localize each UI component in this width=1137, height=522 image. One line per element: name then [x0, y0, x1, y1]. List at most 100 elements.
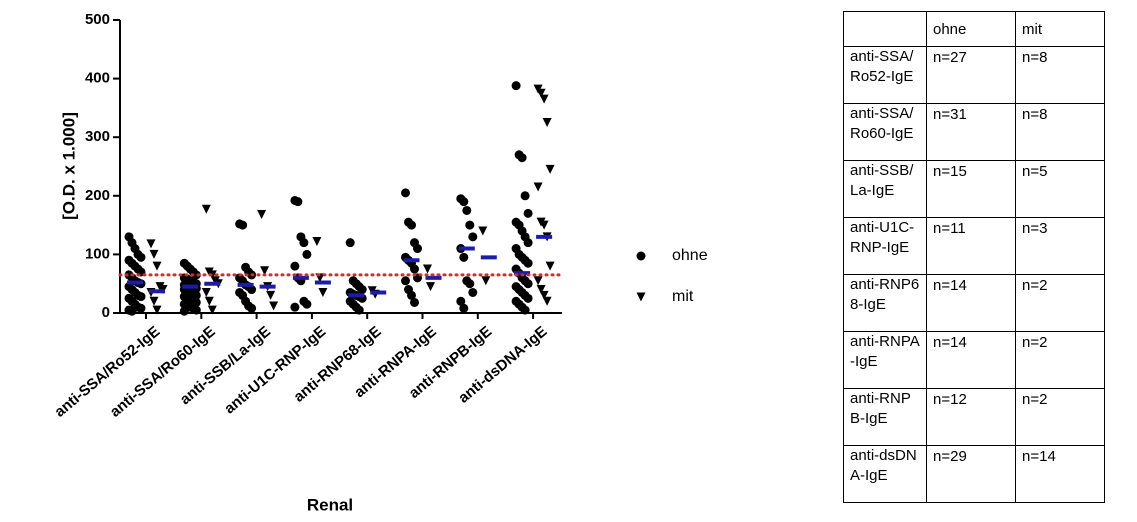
table-cell: mit [1015, 11, 1105, 47]
point [465, 220, 475, 230]
point [302, 249, 312, 259]
point [191, 305, 201, 315]
point [357, 285, 367, 295]
point [149, 249, 159, 259]
table-cell: n=15 [926, 160, 1016, 218]
point [545, 164, 555, 174]
point [152, 261, 162, 271]
table-cell: anti-RNPB-IgE [843, 388, 927, 446]
point [179, 306, 189, 316]
table-cell: n=27 [926, 46, 1016, 104]
table-cell: n=2 [1015, 331, 1105, 389]
table-cell: n=2 [1015, 388, 1105, 446]
point [407, 290, 416, 300]
table-row: anti-RNPA-IgE n=14 n=2 [843, 331, 1105, 389]
point [456, 296, 466, 306]
point [136, 303, 146, 313]
table-cell: anti-dsDNA-IgE [843, 445, 927, 503]
point [465, 279, 475, 289]
y-axis-label: [O.D. x 1.000] [59, 112, 78, 220]
table-cell: anti-SSA/Ro52-IgE [843, 46, 927, 104]
point [539, 94, 549, 104]
table-cell: n=8 [1015, 103, 1105, 161]
point [423, 264, 432, 274]
table-row: anti-dsDNA-IgE n=29 n=14 [843, 445, 1105, 503]
point [523, 293, 533, 303]
point [410, 264, 419, 274]
point [318, 287, 328, 297]
table-cell: anti-RNPA-IgE [843, 331, 927, 389]
x-tick-label: anti-SSA/Ro60-IgE [107, 323, 219, 421]
legend-label: ohne [672, 247, 708, 264]
point [523, 238, 533, 248]
point [536, 88, 546, 98]
point [523, 258, 533, 268]
point [459, 252, 469, 262]
table-cell: n=12 [926, 388, 1016, 446]
point [201, 204, 211, 214]
table-row: anti-SSA/Ro52-IgE n=27 n=8 [843, 46, 1105, 104]
table-cell: n=2 [1015, 274, 1105, 332]
point [523, 279, 533, 289]
point [312, 237, 322, 247]
table-row: anti-U1C-RNP-IgE n=11 n=3 [843, 217, 1105, 275]
x-axis-label: Renal [307, 495, 353, 514]
table-row: anti-SSA/Ro60-IgE n=31 n=8 [843, 103, 1105, 161]
table-cell: anti-SSB/La-IgE [843, 160, 927, 218]
table-cell: n=3 [1015, 217, 1105, 275]
table-cell: n=11 [926, 217, 1016, 275]
point [201, 287, 211, 297]
point [152, 305, 162, 315]
point [260, 266, 270, 276]
y-tick-label: 400 [85, 70, 110, 87]
table-cell: ohne [926, 11, 1016, 47]
point [136, 292, 146, 302]
y-tick-label: 300 [85, 128, 110, 145]
point [523, 208, 533, 218]
point [462, 205, 472, 215]
legend-marker [636, 251, 646, 261]
point [542, 118, 552, 128]
point [302, 299, 312, 309]
point [266, 290, 276, 300]
point [269, 301, 279, 311]
point [354, 305, 364, 315]
x-tick-label: anti-U1C-RNP-IgE [221, 323, 329, 417]
table-cell: n=5 [1015, 160, 1105, 218]
point [293, 197, 303, 207]
point [536, 285, 546, 295]
point [290, 302, 300, 312]
point [459, 197, 469, 207]
point [468, 232, 478, 242]
table-cell [843, 11, 927, 47]
table-cell: n=14 [926, 331, 1016, 389]
point [542, 296, 552, 306]
y-tick-label: 200 [85, 187, 110, 204]
point [410, 297, 419, 307]
point [468, 287, 478, 297]
y-tick-label: 0 [102, 304, 110, 321]
point [238, 220, 248, 230]
point [517, 153, 527, 163]
table-cell: n=29 [926, 445, 1016, 503]
point [520, 305, 530, 315]
point [426, 282, 435, 292]
point [290, 261, 300, 271]
table-cell: n=31 [926, 103, 1016, 161]
point [545, 261, 555, 271]
table-cell: anti-U1C-RNP-IgE [843, 217, 927, 275]
point [191, 270, 201, 280]
table-cell: anti-SSA/Ro60-IgE [843, 103, 927, 161]
point [539, 290, 549, 300]
point [478, 226, 488, 236]
legend-marker [636, 292, 646, 302]
point [511, 81, 521, 91]
table-cell: n=14 [1015, 445, 1105, 503]
y-tick-label: 100 [85, 245, 110, 262]
point [533, 182, 543, 192]
table-header: ohne mit [843, 11, 1105, 47]
chart: [O.D. x 1.000] Renal 0 100 200 300 400 500 ant… [51, 11, 708, 515]
point [539, 220, 549, 230]
table-row: anti-SSB/La-IgE n=15 n=5 [843, 160, 1105, 218]
